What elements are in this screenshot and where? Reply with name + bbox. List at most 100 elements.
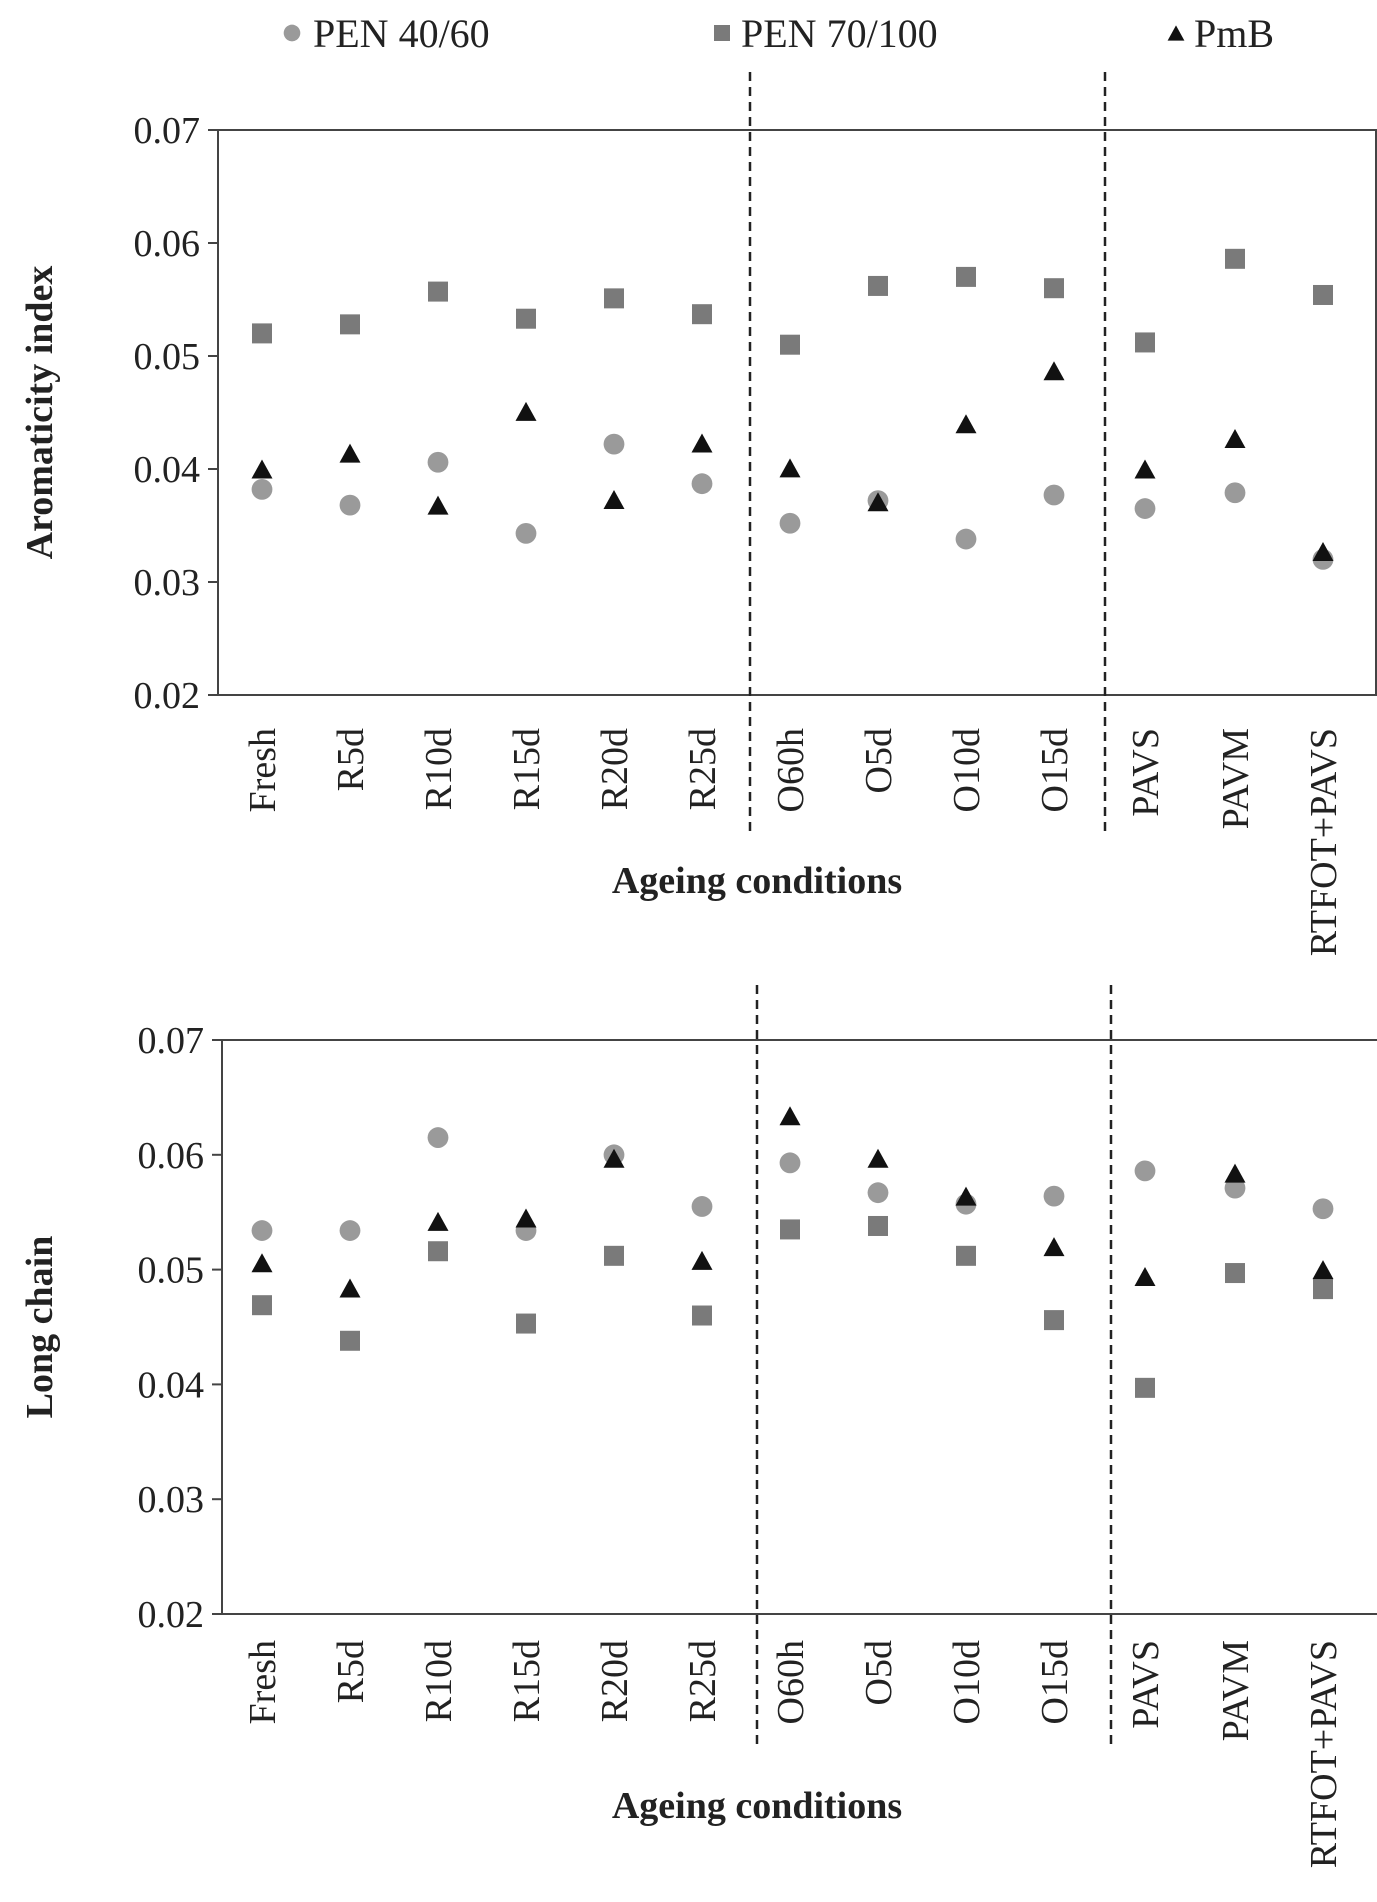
y-axis-ticks: 0.02 0.03 0.04 0.05 0.06 0.07 bbox=[134, 110, 218, 717]
group-dividers bbox=[748, 72, 1107, 835]
point-pmb-o5d bbox=[867, 1148, 889, 1168]
long-chain-chart: 0.02 0.03 0.04 0.05 0.06 0.07 Fresh R5d R10d R15d… bbox=[19, 985, 1377, 1868]
x-tick-label-fresh: Fresh bbox=[242, 1640, 284, 1724]
point-pen-40-60-o60h bbox=[779, 1152, 801, 1174]
x-axis-ticks: Fresh R5d R10d R15d R20d R25d O60h O5d O10d O15d P… bbox=[242, 1640, 1345, 1868]
point-pen-40-60-pavs bbox=[1134, 1160, 1156, 1182]
point-pen-70-100-r10d bbox=[428, 1241, 448, 1262]
x-tick-label-r15d: R15d bbox=[506, 1640, 548, 1722]
point-pmb-r20d bbox=[603, 1148, 625, 1168]
series-pmb bbox=[251, 361, 1334, 561]
y-axis-ticks: 0.02 0.03 0.04 0.05 0.06 0.07 bbox=[138, 1020, 222, 1636]
y-tick-label: 0.03 bbox=[134, 562, 201, 604]
x-tick-label-o10d: O10d bbox=[946, 728, 988, 812]
point-pen-70-100-o60h bbox=[780, 1219, 800, 1240]
point-pmb-pavm bbox=[1224, 1163, 1246, 1183]
point-pen-70-100-r10d bbox=[428, 281, 448, 302]
x-tick-label-r25d: R25d bbox=[682, 728, 724, 810]
point-pen-40-60-rtfot-pavs bbox=[1312, 1198, 1334, 1220]
y-axis-label: Long chain bbox=[19, 1236, 61, 1419]
x-tick-label-r10d: R10d bbox=[418, 728, 460, 810]
legend-entry-pen-70-100: PEN 70/100 bbox=[714, 11, 938, 56]
x-tick-label-r5d: R5d bbox=[330, 728, 372, 791]
point-pmb-r20d bbox=[603, 490, 625, 510]
legend-entry-pen-40-60: PEN 40/60 bbox=[283, 11, 490, 56]
plot-area bbox=[217, 129, 1377, 696]
x-tick-label-fresh: Fresh bbox=[242, 728, 284, 812]
point-pen-70-100-r15d bbox=[516, 308, 536, 329]
x-tick-label-o60h: O60h bbox=[770, 728, 812, 812]
point-pen-70-100-r25d bbox=[692, 304, 712, 325]
point-pen-70-100-rtfot-pavs bbox=[1313, 1279, 1333, 1300]
point-pmb-rtfot-pavs bbox=[1312, 541, 1334, 561]
y-tick-label: 0.07 bbox=[134, 110, 201, 152]
point-pmb-fresh bbox=[251, 459, 273, 479]
point-pmb-pavm bbox=[1224, 428, 1246, 448]
x-tick-label-r20d: R20d bbox=[594, 728, 636, 810]
series-pen-70-100 bbox=[252, 248, 1333, 355]
point-pen-40-60-r5d bbox=[339, 494, 361, 516]
point-pen-70-100-o60h bbox=[780, 334, 800, 355]
point-pen-70-100-pavs bbox=[1135, 332, 1155, 353]
point-pen-40-60-o10d bbox=[955, 528, 977, 550]
point-pen-70-100-r25d bbox=[692, 1305, 712, 1326]
point-pen-70-100-o5d bbox=[868, 275, 888, 296]
x-tick-label-o60h: O60h bbox=[770, 1640, 812, 1724]
point-pen-70-100-fresh bbox=[252, 1295, 272, 1316]
x-tick-label-r15d: R15d bbox=[506, 728, 548, 810]
legend-entry-pmb: PmB bbox=[1167, 11, 1274, 56]
y-tick-label: 0.05 bbox=[138, 1250, 205, 1292]
point-pen-70-100-r5d bbox=[340, 1330, 360, 1351]
point-pen-40-60-r15d bbox=[515, 523, 537, 544]
point-pen-70-100-r20d bbox=[604, 1245, 624, 1266]
data-points bbox=[251, 248, 1334, 570]
x-tick-label-pavm: PAVM bbox=[1215, 728, 1257, 829]
point-pmb-pavs bbox=[1134, 1266, 1156, 1286]
x-tick-label-o15d: O15d bbox=[1034, 1640, 1076, 1724]
point-pen-70-100-o10d bbox=[956, 1245, 976, 1266]
series-pen-40-60 bbox=[251, 433, 1334, 570]
legend-square-marker bbox=[714, 25, 730, 41]
group-dividers bbox=[755, 985, 1113, 1748]
x-tick-label-pavm: PAVM bbox=[1215, 1640, 1257, 1741]
point-pen-40-60-pavm bbox=[1224, 482, 1246, 504]
point-pmb-rtfot-pavs bbox=[1312, 1260, 1334, 1280]
x-tick-label-rtfot-pavs: RTFOT+PAVS bbox=[1303, 1640, 1345, 1868]
y-tick-label: 0.04 bbox=[138, 1364, 205, 1406]
point-pen-40-60-o60h bbox=[779, 512, 801, 534]
x-axis-label: Ageing conditions bbox=[612, 860, 902, 902]
point-pmb-r25d bbox=[691, 1250, 713, 1270]
x-tick-label-o5d: O5d bbox=[858, 728, 900, 793]
point-pen-70-100-pavm bbox=[1225, 1263, 1245, 1284]
point-pen-70-100-o15d bbox=[1044, 278, 1064, 299]
point-pen-40-60-o15d bbox=[1043, 484, 1065, 506]
x-tick-label-r20d: R20d bbox=[594, 1640, 636, 1722]
y-tick-label: 0.06 bbox=[138, 1135, 205, 1177]
x-tick-label-o5d: O5d bbox=[858, 1640, 900, 1705]
legend: PEN 40/60 PEN 70/100 PmB bbox=[283, 11, 1274, 56]
x-tick-label-pavs: PAVS bbox=[1125, 728, 1167, 817]
x-tick-label-r5d: R5d bbox=[330, 1640, 372, 1703]
point-pen-70-100-r15d bbox=[516, 1313, 536, 1334]
point-pen-70-100-o15d bbox=[1044, 1310, 1064, 1331]
legend-label: PEN 70/100 bbox=[741, 11, 938, 56]
legend-label: PEN 40/60 bbox=[313, 11, 490, 56]
x-tick-label-r10d: R10d bbox=[418, 1640, 460, 1722]
point-pen-70-100-fresh bbox=[252, 323, 272, 344]
data-points bbox=[251, 1106, 1334, 1398]
point-pen-40-60-o15d bbox=[1043, 1185, 1065, 1207]
point-pen-40-60-r20d bbox=[603, 433, 625, 455]
point-pmb-r5d bbox=[339, 443, 361, 463]
point-pmb-pavs bbox=[1134, 459, 1156, 479]
point-pmb-o10d bbox=[955, 1186, 977, 1206]
x-tick-label-rtfot-pavs: RTFOT+PAVS bbox=[1303, 728, 1345, 956]
point-pen-40-60-r25d bbox=[691, 1196, 713, 1217]
aromaticity-chart: 0.02 0.03 0.04 0.05 0.06 0.07 Fresh R5d R10d R15d… bbox=[19, 72, 1377, 956]
point-pen-40-60-o5d bbox=[867, 1182, 889, 1204]
point-pen-40-60-r5d bbox=[339, 1220, 361, 1241]
y-tick-label: 0.07 bbox=[138, 1020, 205, 1062]
point-pmb-r15d bbox=[515, 1208, 537, 1228]
series-pmb bbox=[251, 1106, 1334, 1298]
y-tick-label: 0.04 bbox=[134, 449, 201, 491]
